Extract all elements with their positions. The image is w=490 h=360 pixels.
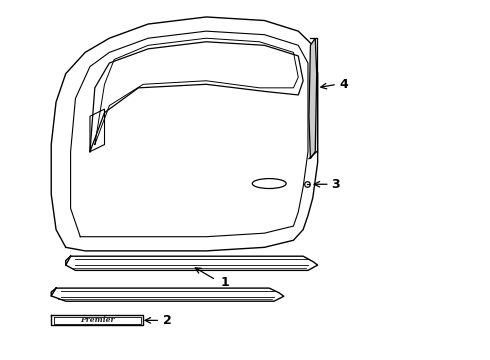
Text: 3: 3	[331, 178, 340, 191]
Polygon shape	[309, 38, 317, 159]
Text: Premier: Premier	[80, 316, 115, 324]
Text: 1: 1	[221, 276, 229, 289]
Text: 4: 4	[340, 78, 348, 91]
Text: 2: 2	[163, 314, 172, 327]
